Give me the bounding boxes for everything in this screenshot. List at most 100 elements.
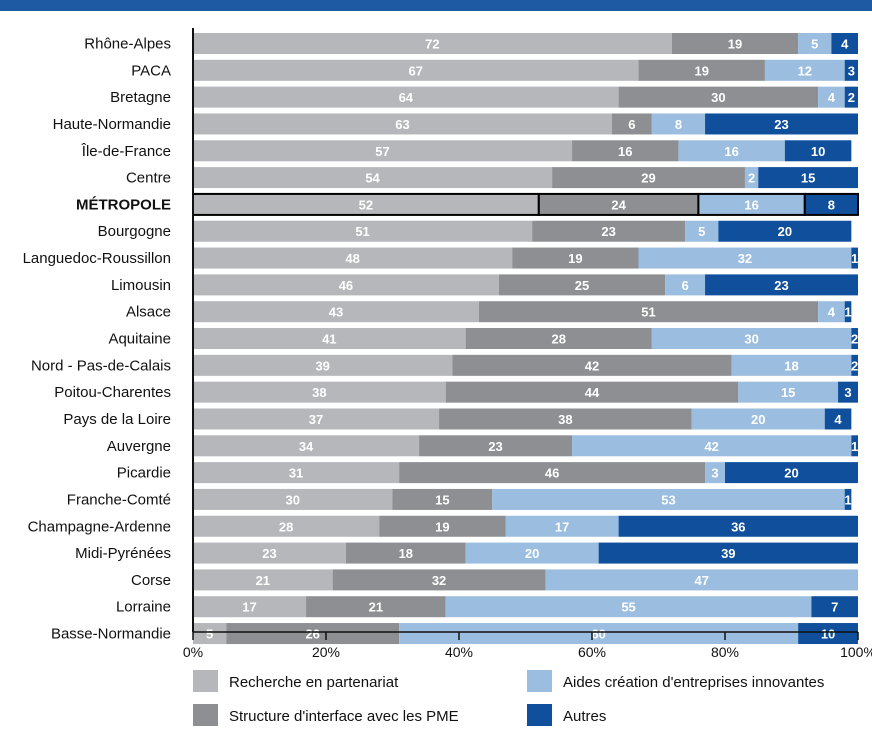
category-label-franche-comte: Franche-Comté xyxy=(67,491,171,508)
bar-segment-paca-s3 xyxy=(764,59,845,81)
bar-segment-picardie-s4 xyxy=(725,462,858,484)
value-label-poitou-charentes-s4: 3 xyxy=(844,385,851,400)
value-label-haute-normandie-s3: 8 xyxy=(675,117,682,132)
bar-segment-aquitaine-s3 xyxy=(651,328,852,350)
value-label-basse-normandie-s1: 5 xyxy=(206,627,213,642)
bar-segment-champagne-ardenne-s4 xyxy=(618,515,858,537)
category-label-basse-normandie: Basse-Normandie xyxy=(51,626,171,643)
category-label-centre: Centre xyxy=(126,170,171,187)
bar-segment-haute-normandie-s1 xyxy=(193,113,612,135)
bar-segment-rhone-alpes-s1 xyxy=(193,33,672,54)
value-label-champagne-ardenne-s2: 19 xyxy=(435,519,449,534)
value-label-pays-de-la-loire-s2: 38 xyxy=(558,412,572,427)
value-label-ile-de-france-s1: 57 xyxy=(375,144,389,159)
bar-segment-corse-s3 xyxy=(545,569,858,591)
legend-label-structure-d-interface-avec-les-pme: Structure d'interface avec les PME xyxy=(229,708,459,725)
bar-segment-auvergne-s3 xyxy=(572,435,852,457)
value-label-limousin-s3: 6 xyxy=(681,278,688,293)
value-label-lorraine-s4: 7 xyxy=(831,600,838,615)
value-label-corse-s1: 21 xyxy=(256,573,270,588)
value-label-limousin-s1: 46 xyxy=(339,278,353,293)
bar-segment-bourgogne-s4 xyxy=(718,220,852,242)
value-label-centre-s2: 29 xyxy=(641,171,655,186)
bar-segment-franche-comte-s2 xyxy=(392,488,493,510)
value-label-aquitaine-s1: 41 xyxy=(322,332,336,347)
category-label-midi-pyrenees: Midi-Pyrénées xyxy=(75,545,171,562)
bar-segment-nord-pas-de-calais-s3 xyxy=(731,354,852,376)
legend-swatch-autres xyxy=(527,704,552,726)
bar-segment-corse-s1 xyxy=(193,569,333,591)
value-label-centre-s1: 54 xyxy=(365,171,380,186)
value-label-poitou-charentes-s3: 15 xyxy=(781,385,795,400)
bar-segment-ile-de-france-s3 xyxy=(678,140,785,162)
bar-segment-haute-normandie-s4 xyxy=(705,113,858,135)
value-label-metropole-s2: 24 xyxy=(611,197,626,212)
value-label-haute-normandie-s4: 23 xyxy=(774,117,788,132)
category-label-bretagne: Bretagne xyxy=(110,89,171,106)
value-label-midi-pyrenees-s4: 39 xyxy=(721,546,735,561)
x-tick-label: 20% xyxy=(312,644,340,660)
value-label-auvergne-s2: 23 xyxy=(488,439,502,454)
value-label-picardie-s3: 3 xyxy=(711,466,718,481)
value-label-bretagne-s3: 4 xyxy=(828,90,836,105)
bar-segment-pays-de-la-loire-s2 xyxy=(439,408,692,430)
bar-segment-picardie-s2 xyxy=(399,462,706,484)
bar-segment-midi-pyrenees-s2 xyxy=(345,542,466,564)
x-tick-label: 60% xyxy=(578,644,606,660)
value-label-pays-de-la-loire-s4: 4 xyxy=(834,412,842,427)
bar-segment-aquitaine-s2 xyxy=(465,328,652,350)
value-label-basse-normandie-s3: 60 xyxy=(591,627,605,642)
bar-segment-rhone-alpes-s4 xyxy=(831,33,858,54)
value-label-champagne-ardenne-s1: 28 xyxy=(279,519,293,534)
category-label-auvergne: Auvergne xyxy=(107,438,171,455)
axis-layer: Rhône-Alpes PACA Bretagne Haute-Normandie Îl… xyxy=(23,28,872,660)
bar-segment-lorraine-s1 xyxy=(193,596,307,618)
x-tick-label: 80% xyxy=(711,644,739,660)
bar-segment-centre-s4 xyxy=(758,167,858,189)
bar-segment-paca-s1 xyxy=(193,59,639,81)
value-label-rhone-alpes-s3: 5 xyxy=(811,37,818,52)
bar-segment-pays-de-la-loire-s3 xyxy=(691,408,825,430)
legend-label-aides-creation-d-entreprises-innovantes: Aides création d'entreprises innovantes xyxy=(563,674,824,691)
bar-segment-auvergne-s1 xyxy=(193,435,420,457)
value-label-champagne-ardenne-s4: 36 xyxy=(731,519,745,534)
category-label-poitou-charentes: Poitou-Charentes xyxy=(54,384,171,401)
bar-segment-aquitaine-s1 xyxy=(193,328,466,350)
value-label-bourgogne-s2: 23 xyxy=(601,224,615,239)
value-label-metropole-s4: 8 xyxy=(828,197,835,212)
bar-segment-languedoc-roussillon-s2 xyxy=(512,247,639,269)
value-label-bretagne-s2: 30 xyxy=(711,90,725,105)
bar-segment-picardie-s1 xyxy=(193,462,400,484)
value-label-auvergne-s1: 34 xyxy=(299,439,314,454)
value-label-bourgogne-s4: 20 xyxy=(778,224,792,239)
bar-segment-limousin-s1 xyxy=(193,274,499,296)
bar-segment-limousin-s4 xyxy=(705,274,858,296)
value-label-metropole-s1: 52 xyxy=(359,197,373,212)
bar-segment-paca-s2 xyxy=(638,59,765,81)
category-label-corse: Corse xyxy=(131,572,171,589)
bar-segment-pays-de-la-loire-s1 xyxy=(193,408,440,430)
bar-segment-basse-normandie-s4 xyxy=(798,623,858,645)
value-label-languedoc-roussillon-s2: 19 xyxy=(568,251,582,266)
bar-segment-midi-pyrenees-s1 xyxy=(193,542,346,564)
bar-segment-ile-de-france-s2 xyxy=(572,140,679,162)
bar-segment-corse-s2 xyxy=(332,569,546,591)
value-label-franche-comte-s2: 15 xyxy=(435,492,449,507)
bar-segment-champagne-ardenne-s2 xyxy=(379,515,506,537)
category-label-picardie: Picardie xyxy=(117,465,171,482)
value-label-aquitaine-s2: 28 xyxy=(552,332,566,347)
value-label-rhone-alpes-s2: 19 xyxy=(728,37,742,52)
value-label-midi-pyrenees-s1: 23 xyxy=(262,546,276,561)
value-label-rhone-alpes-s1: 72 xyxy=(425,37,439,52)
value-label-aquitaine-s3: 30 xyxy=(744,332,758,347)
value-label-franche-comte-s3: 53 xyxy=(661,492,675,507)
bar-segment-alsace-s2 xyxy=(478,301,819,323)
value-label-franche-comte-s4: 1 xyxy=(844,492,851,507)
bar-segment-nord-pas-de-calais-s4 xyxy=(851,354,858,376)
value-label-ile-de-france-s3: 16 xyxy=(724,144,738,159)
category-label-pays-de-la-loire: Pays de la Loire xyxy=(63,411,171,428)
bar-segment-bourgogne-s2 xyxy=(532,220,686,242)
bar-segment-ile-de-france-s4 xyxy=(784,140,852,162)
value-label-bourgogne-s3: 5 xyxy=(698,224,705,239)
